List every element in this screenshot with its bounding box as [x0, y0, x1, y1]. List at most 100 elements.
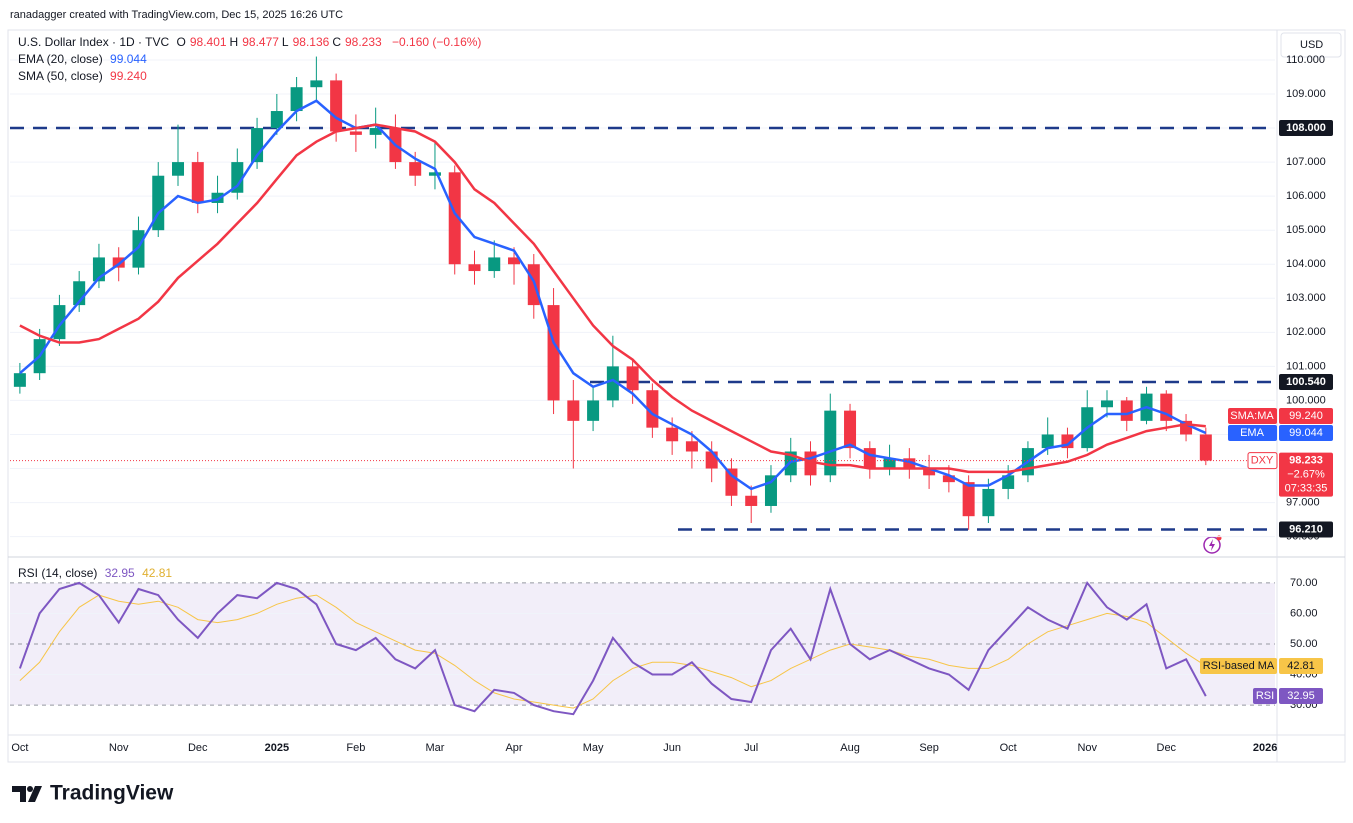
candle-body [745, 495, 758, 506]
ohlc-value: 98.401 [189, 35, 227, 49]
logo-icon [12, 786, 42, 802]
candle-body [1002, 475, 1015, 489]
alert-icon[interactable] [1203, 535, 1222, 554]
candle-body [824, 410, 837, 476]
candle-body [844, 410, 857, 449]
sma-badge-tag-label: SMA:MA [1230, 410, 1274, 422]
countdown: 07:33:35 [1285, 482, 1328, 494]
change: −0.160 (−0.16%) [392, 35, 482, 49]
rsi-tick-label: 70.00 [1290, 577, 1318, 589]
x-tick-label: Apr [505, 742, 522, 754]
x-tick-label: Nov [109, 742, 129, 754]
candle-body [310, 80, 323, 88]
ohlc-value: 98.477 [242, 35, 279, 49]
ohlc: O 98.401 H 98.477 L 98.136 C 98.233 [177, 35, 385, 49]
y-tick-label: 101.000 [1286, 360, 1326, 372]
x-tick-label: Dec [1157, 742, 1177, 754]
candle-body [349, 131, 362, 135]
candle-body [508, 257, 521, 265]
ema-badge-tag [1228, 424, 1277, 441]
candle-body [587, 400, 600, 421]
rsi-value: 32.95 [104, 566, 135, 580]
x-tick-label: Nov [1077, 742, 1097, 754]
ohlc-key: O [176, 35, 186, 49]
sma-legend: SMA (50, close) 99.240 [18, 69, 151, 83]
candle-body [290, 87, 303, 112]
candle-body [982, 488, 995, 517]
rsi-tag-label: RSI [1256, 690, 1274, 702]
ema-name: EMA (20, close) [18, 52, 103, 66]
symbol: U.S. Dollar Index · 1D · TVC [18, 35, 170, 49]
y-tick-label: 104.000 [1286, 258, 1326, 270]
candle-body [764, 475, 777, 506]
sma-badge-value: 99.240 [1289, 410, 1323, 422]
candle-body [863, 448, 876, 469]
candle-body [191, 162, 204, 203]
line-series [19, 123, 1206, 474]
rsi-title: RSI (14, close) [18, 566, 98, 580]
x-tick-label: Feb [346, 742, 365, 754]
sma-badge-tag [1228, 407, 1277, 424]
candle-body [409, 162, 422, 176]
candle-body [1120, 400, 1133, 421]
candle-body [231, 162, 244, 193]
x-tick-label: May [583, 742, 604, 754]
x-tick-label: 2026 [1253, 742, 1277, 754]
x-tick-label: Oct [1000, 742, 1017, 754]
currency: USD [1300, 39, 1323, 51]
rsi-value-box [1279, 657, 1323, 674]
y-tick-label: 103.000 [1286, 292, 1326, 304]
x-tick-label: Oct [11, 742, 28, 754]
candle-body [1041, 434, 1054, 449]
candle-body [468, 264, 481, 272]
frame [7, 29, 1346, 763]
symbol-legend: U.S. Dollar Index · 1D · TVC O 98.401 H 98.… [18, 35, 485, 49]
sma-badge-value-box [1279, 407, 1333, 424]
rsi-tag [1253, 688, 1277, 705]
y-tick-label: 100.000 [1286, 394, 1326, 406]
ohlc-value: 98.233 [344, 35, 382, 49]
line-series [19, 594, 1207, 709]
candle-body [330, 80, 343, 132]
candle-body [903, 458, 916, 469]
rsi-tick-label: 50.00 [1290, 638, 1318, 650]
candle-body [567, 400, 580, 421]
level-badge [1279, 374, 1333, 391]
rsi-ma-value: 42.81 [142, 566, 173, 580]
level-badge-label: 100.540 [1286, 376, 1326, 388]
candle-body [172, 162, 185, 176]
ema-badge-value-box [1279, 424, 1333, 441]
candle-body [923, 468, 936, 476]
ema-badge-value: 99.044 [1289, 427, 1323, 439]
candle-body [369, 128, 382, 135]
line-series [18, 580, 1207, 716]
candle-body [606, 366, 619, 401]
sma-name: SMA (50, close) [18, 69, 103, 83]
rsi-tag-label: RSI-based MA [1203, 660, 1275, 672]
candle-body [1100, 400, 1113, 408]
y-tick-label: 109.000 [1286, 88, 1326, 100]
candle-body [132, 230, 145, 268]
candle-body [646, 390, 659, 428]
last-price: 98.233 [1289, 454, 1323, 466]
y-tick-label: 110.000 [1286, 54, 1325, 66]
symbol-tag [1247, 452, 1278, 470]
ohlc-key: C [332, 35, 341, 49]
level-badge-label: 108.000 [1286, 122, 1326, 134]
currency-box[interactable] [1280, 32, 1342, 58]
rsi-legend: RSI (14, close) 32.95 42.81 [18, 566, 176, 580]
candle-body [883, 458, 896, 469]
candle-body [962, 482, 975, 517]
last-price-box [1279, 452, 1333, 497]
rsi-tag [1200, 657, 1277, 674]
x-tick-label: 2025 [265, 742, 289, 754]
candle-body [626, 366, 639, 391]
candle-body [448, 172, 461, 265]
rsi-value-label: 42.81 [1287, 660, 1315, 672]
y-tick-label: 97.000 [1286, 496, 1320, 508]
candle-body [488, 257, 501, 272]
x-tick-label: Jun [663, 742, 681, 754]
level-badge [1279, 120, 1333, 137]
x-tick-label: Sep [919, 742, 939, 754]
ema-legend: EMA (20, close) 99.044 [18, 52, 151, 66]
